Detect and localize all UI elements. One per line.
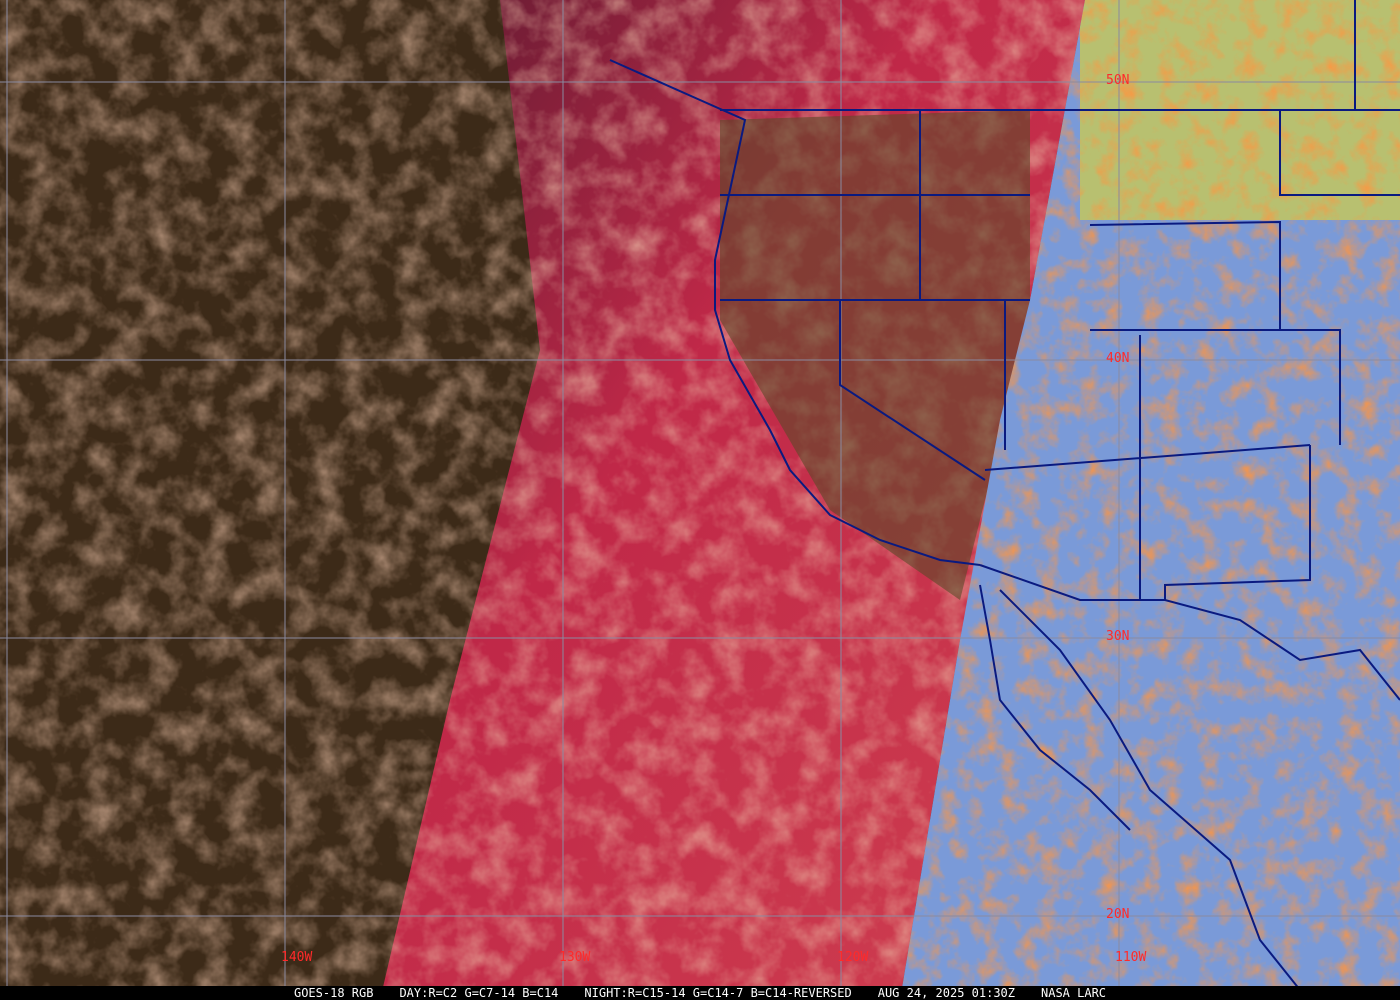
west-coast [609,59,981,566]
caption-day-recipe: DAY:R=C2 G=C7-14 B=C14 [399,986,559,1000]
caption-night-recipe: NIGHT:R=C15-14 G=C14-7 B=C14-REVERSED [584,986,852,1000]
latitude-label: 30N [1106,629,1129,644]
latitude-label: 50N [1106,73,1129,88]
image-caption: GOES-18 RGB DAY:R=C2 G=C7-14 B=C14 NIGHT… [0,986,1400,1000]
longitude-label: 110W [1115,950,1146,965]
caption-timestamp: AUG 24, 2025 01:30Z [877,986,1015,1000]
baja-coast [979,584,1301,991]
longitude-label: 140W [281,950,312,965]
caption-credit: NASA LARC [1041,986,1107,1000]
us-mexico-border [979,564,1400,701]
graticule-labels: 140W 130W 120W 110W 50N 40N 30N 20N [281,73,1146,965]
political-borders [609,0,1400,991]
latitude-label: 20N [1106,907,1129,922]
state-lines [720,110,1341,601]
longitude-label: 120W [837,950,868,965]
longitude-label: 130W [559,950,590,965]
canada-provinces [1279,0,1400,196]
latitude-label: 40N [1106,351,1129,366]
caption-satellite: GOES-18 RGB [293,986,374,1000]
land-west-us [720,110,1030,600]
